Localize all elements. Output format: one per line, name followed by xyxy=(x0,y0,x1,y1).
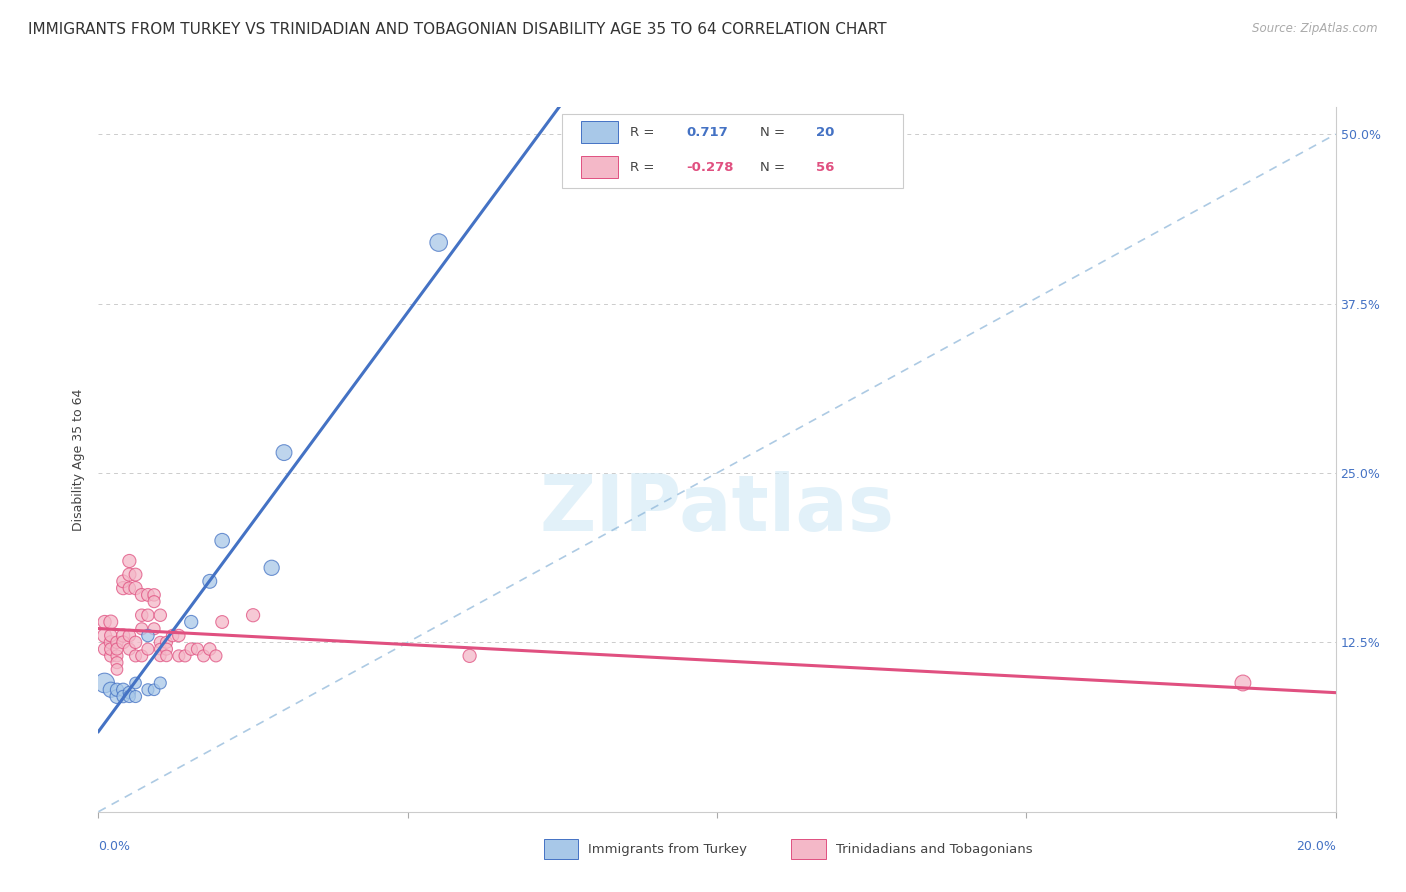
Point xyxy=(131,648,153,663)
Point xyxy=(149,608,172,623)
Point xyxy=(143,622,166,636)
Text: 0.0%: 0.0% xyxy=(98,840,131,853)
Point xyxy=(93,628,115,642)
Point xyxy=(118,685,141,699)
Point xyxy=(186,642,208,657)
Point xyxy=(112,635,135,649)
FancyBboxPatch shape xyxy=(562,114,903,188)
Point xyxy=(273,445,295,459)
Point xyxy=(112,682,135,697)
Point xyxy=(105,656,128,670)
Text: 20.0%: 20.0% xyxy=(1296,840,1336,853)
Point xyxy=(260,561,283,575)
Point xyxy=(1232,676,1254,690)
Point xyxy=(105,682,128,697)
Point xyxy=(174,648,197,663)
Point xyxy=(124,567,146,582)
Point xyxy=(124,581,146,595)
Point xyxy=(193,648,215,663)
Y-axis label: Disability Age 35 to 64: Disability Age 35 to 64 xyxy=(72,388,86,531)
Point xyxy=(149,635,172,649)
Point xyxy=(93,642,115,657)
Point xyxy=(100,642,122,657)
Bar xyxy=(544,839,578,859)
Text: ZIPatlas: ZIPatlas xyxy=(540,471,894,547)
Point xyxy=(427,235,450,250)
Point xyxy=(143,682,166,697)
Point xyxy=(167,648,190,663)
Point xyxy=(93,676,115,690)
Point xyxy=(112,574,135,589)
Point xyxy=(242,608,264,623)
Point xyxy=(100,648,122,663)
Point xyxy=(180,642,202,657)
Point xyxy=(124,635,146,649)
Point xyxy=(112,690,135,704)
Point xyxy=(458,648,481,663)
Text: Immigrants from Turkey: Immigrants from Turkey xyxy=(588,843,748,855)
Point xyxy=(105,690,128,704)
Point xyxy=(105,662,128,676)
Point xyxy=(136,642,159,657)
Point xyxy=(149,648,172,663)
Text: Trinidadians and Tobagonians: Trinidadians and Tobagonians xyxy=(835,843,1032,855)
Point xyxy=(211,533,233,548)
Point xyxy=(105,635,128,649)
Point xyxy=(136,682,159,697)
Point xyxy=(149,676,172,690)
Point xyxy=(105,642,128,657)
Point xyxy=(155,642,177,657)
Point xyxy=(100,628,122,642)
Point xyxy=(205,648,228,663)
Point xyxy=(112,628,135,642)
Point xyxy=(131,608,153,623)
Text: -0.278: -0.278 xyxy=(686,161,734,174)
Point xyxy=(180,615,202,629)
Bar xyxy=(581,156,619,178)
Point xyxy=(118,690,141,704)
Text: R =: R = xyxy=(630,161,659,174)
Text: R =: R = xyxy=(630,126,659,138)
Point xyxy=(131,588,153,602)
Point xyxy=(100,615,122,629)
Text: Source: ZipAtlas.com: Source: ZipAtlas.com xyxy=(1253,22,1378,36)
Point xyxy=(124,690,146,704)
Point xyxy=(143,588,166,602)
Point xyxy=(155,648,177,663)
Text: N =: N = xyxy=(761,161,790,174)
Point xyxy=(136,628,159,642)
Point xyxy=(100,682,122,697)
Point xyxy=(118,554,141,568)
Point xyxy=(100,635,122,649)
Point xyxy=(198,574,221,589)
Bar xyxy=(581,121,619,143)
Point xyxy=(136,588,159,602)
Point xyxy=(93,615,115,629)
Text: 20: 20 xyxy=(815,126,834,138)
Point xyxy=(118,567,141,582)
Point xyxy=(211,615,233,629)
Point xyxy=(143,595,166,609)
Point xyxy=(118,628,141,642)
Point xyxy=(118,581,141,595)
Point xyxy=(155,635,177,649)
Text: IMMIGRANTS FROM TURKEY VS TRINIDADIAN AND TOBAGONIAN DISABILITY AGE 35 TO 64 COR: IMMIGRANTS FROM TURKEY VS TRINIDADIAN AN… xyxy=(28,22,887,37)
Point xyxy=(112,581,135,595)
Bar xyxy=(792,839,825,859)
Point xyxy=(124,676,146,690)
Point xyxy=(136,608,159,623)
Point xyxy=(162,628,184,642)
Point xyxy=(105,648,128,663)
Point xyxy=(118,642,141,657)
Point xyxy=(124,648,146,663)
Point xyxy=(149,642,172,657)
Text: 0.717: 0.717 xyxy=(686,126,728,138)
Point xyxy=(167,628,190,642)
Point xyxy=(131,622,153,636)
Text: 56: 56 xyxy=(815,161,834,174)
Point xyxy=(198,642,221,657)
Text: N =: N = xyxy=(761,126,790,138)
